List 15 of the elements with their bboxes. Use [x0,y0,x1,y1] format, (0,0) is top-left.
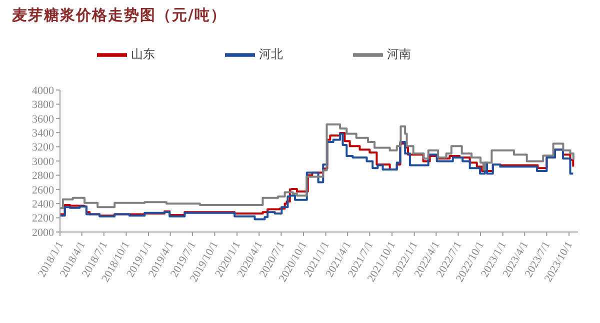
y-tick-label: 3800 [32,99,54,112]
y-tick-label: 2600 [32,184,54,196]
chart-title: 麦芽糖浆价格走势图（元/吨） [12,6,226,25]
y-tick-label: 3000 [32,156,54,168]
legend-label: 河北 [259,47,283,62]
y-tick-label: 2400 [32,198,54,211]
legend-label: 河南 [387,47,411,62]
legend-label: 山东 [131,47,155,62]
y-tick-label: 3400 [32,128,54,140]
y-tick-label: 3600 [32,113,54,126]
y-tick-label: 2000 [32,226,54,239]
y-tick-label: 3200 [32,142,54,154]
y-tick-label: 2800 [32,170,54,182]
y-tick-label: 4000 [32,84,54,97]
y-tick-label: 2200 [32,212,54,225]
